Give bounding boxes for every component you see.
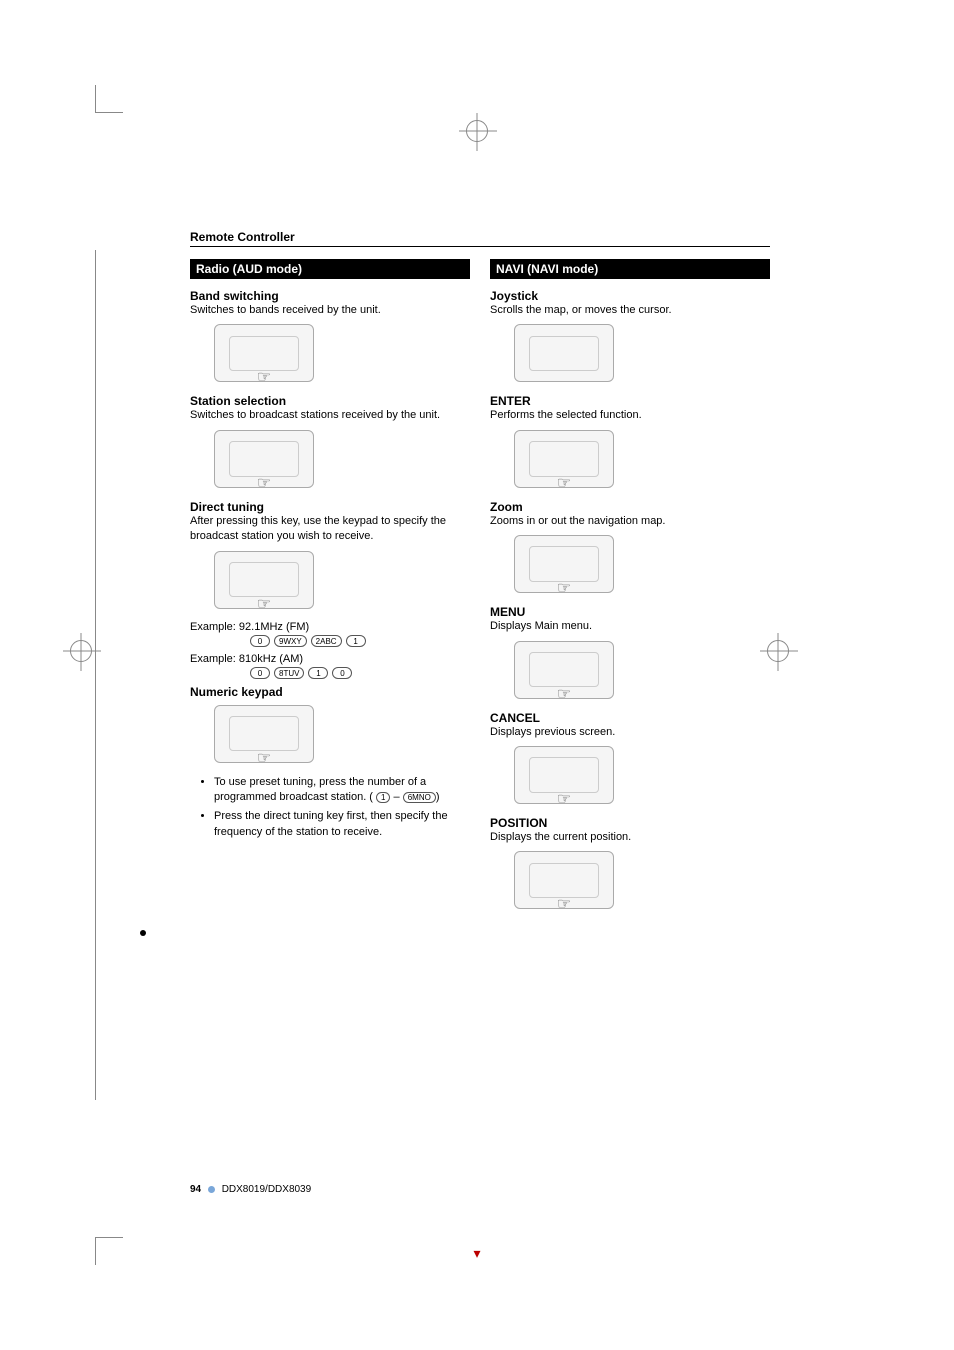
- left-column: Radio (AUD mode) Band switching Switches…: [190, 259, 470, 921]
- position-body: Displays the current position.: [490, 830, 770, 845]
- key-pill: 0: [250, 635, 270, 647]
- crop-edge-left: [95, 250, 96, 1100]
- example-fm-label: Example: 92.1MHz (FM): [190, 621, 470, 633]
- station-selection-head: Station selection: [190, 394, 470, 408]
- page-header: Remote Controller: [190, 230, 770, 247]
- band-switching-diagram: ☞: [214, 324, 314, 382]
- range-sep: –: [390, 791, 402, 803]
- key-pill: 2ABC: [311, 635, 342, 647]
- key-pill: 0: [250, 667, 270, 679]
- zoom-diagram: ☞: [514, 535, 614, 593]
- page-content: Remote Controller Radio (AUD mode) Band …: [190, 230, 770, 921]
- joystick-diagram: [514, 324, 614, 382]
- key-pill: 9WXY: [274, 635, 307, 647]
- registration-mark-top: [466, 120, 488, 142]
- direct-tuning-head: Direct tuning: [190, 500, 470, 514]
- joystick-body: Scrolls the map, or moves the cursor.: [490, 303, 770, 318]
- registration-mark-right: [767, 640, 789, 662]
- direct-tuning-body: After pressing this key, use the keypad …: [190, 514, 470, 545]
- example-fm-keys: 0 9WXY 2ABC 1: [250, 635, 470, 647]
- example-am-keys: 0 8TUV 1 0: [250, 667, 470, 679]
- joystick-head: Joystick: [490, 289, 770, 303]
- range-from-pill: 1: [376, 792, 390, 803]
- range-to-pill: 6MNO: [403, 792, 436, 803]
- page-footer: 94 DDX8019/DDX8039: [190, 1184, 311, 1195]
- keypad-bullet-2: Press the direct tuning key first, then …: [214, 809, 470, 840]
- station-selection-body: Switches to broadcast stations received …: [190, 408, 470, 423]
- numeric-keypad-head: Numeric keypad: [190, 685, 470, 699]
- crop-corner-tl: [95, 85, 123, 113]
- menu-head: MENU: [490, 605, 770, 619]
- keypad-bullet-1: To use preset tuning, press the number o…: [214, 775, 470, 806]
- bottom-arrow: ▾: [473, 1245, 480, 1262]
- page-number: 94: [190, 1184, 201, 1195]
- section-bar-radio: Radio (AUD mode): [190, 259, 470, 279]
- section-bar-navi: NAVI (NAVI mode): [490, 259, 770, 279]
- menu-diagram: ☞: [514, 641, 614, 699]
- enter-diagram: ☞: [514, 430, 614, 488]
- zoom-head: Zoom: [490, 500, 770, 514]
- direct-tuning-diagram: ☞: [214, 551, 314, 609]
- position-diagram: ☞: [514, 851, 614, 909]
- menu-body: Displays Main menu.: [490, 619, 770, 634]
- cancel-diagram: ☞: [514, 746, 614, 804]
- cancel-body: Displays previous screen.: [490, 725, 770, 740]
- band-switching-body: Switches to bands received by the unit.: [190, 303, 470, 318]
- enter-head: ENTER: [490, 394, 770, 408]
- range-close: ): [436, 791, 440, 803]
- model-number: DDX8019/DDX8039: [222, 1184, 312, 1195]
- key-pill: 8TUV: [274, 667, 304, 679]
- example-am-label: Example: 810kHz (AM): [190, 653, 470, 665]
- station-selection-diagram: ☞: [214, 430, 314, 488]
- right-column: NAVI (NAVI mode) Joystick Scrolls the ma…: [490, 259, 770, 921]
- keypad-bullets: To use preset tuning, press the number o…: [214, 775, 470, 841]
- position-head: POSITION: [490, 816, 770, 830]
- numeric-keypad-diagram: ☞: [214, 705, 314, 763]
- cancel-head: CANCEL: [490, 711, 770, 725]
- key-pill: 0: [332, 667, 352, 679]
- zoom-body: Zooms in or out the navigation map.: [490, 514, 770, 529]
- enter-body: Performs the selected function.: [490, 408, 770, 423]
- key-pill: 1: [308, 667, 328, 679]
- crop-corner-bl: [95, 1237, 123, 1265]
- registration-mark-left: [70, 640, 92, 662]
- margin-dot: [140, 930, 146, 936]
- key-pill: 1: [346, 635, 366, 647]
- footer-dot-icon: [208, 1186, 215, 1193]
- band-switching-head: Band switching: [190, 289, 470, 303]
